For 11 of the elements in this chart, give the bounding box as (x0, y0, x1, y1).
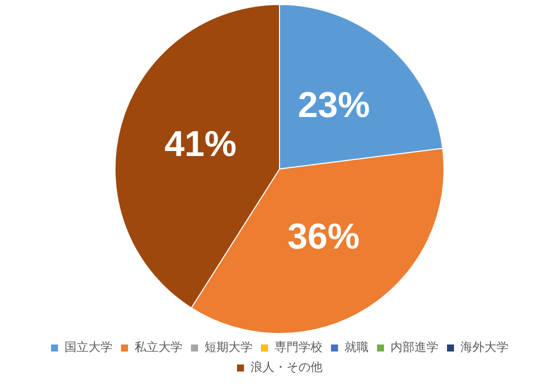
data-label: 41% (164, 122, 237, 164)
legend-label: 私立大学 (134, 340, 182, 354)
legend-label: 浪人・その他 (250, 360, 322, 374)
legend-label: 国立大学 (64, 340, 112, 354)
data-label: 36% (288, 215, 360, 256)
legend-label: 専門学校 (274, 340, 322, 354)
legend-label: 就職 (344, 340, 368, 354)
data-label: 23% (298, 84, 370, 126)
legend-label: 海外大学 (460, 340, 508, 354)
legend-label: 内部進学 (390, 340, 438, 354)
legend-label: 短期大学 (204, 340, 252, 354)
